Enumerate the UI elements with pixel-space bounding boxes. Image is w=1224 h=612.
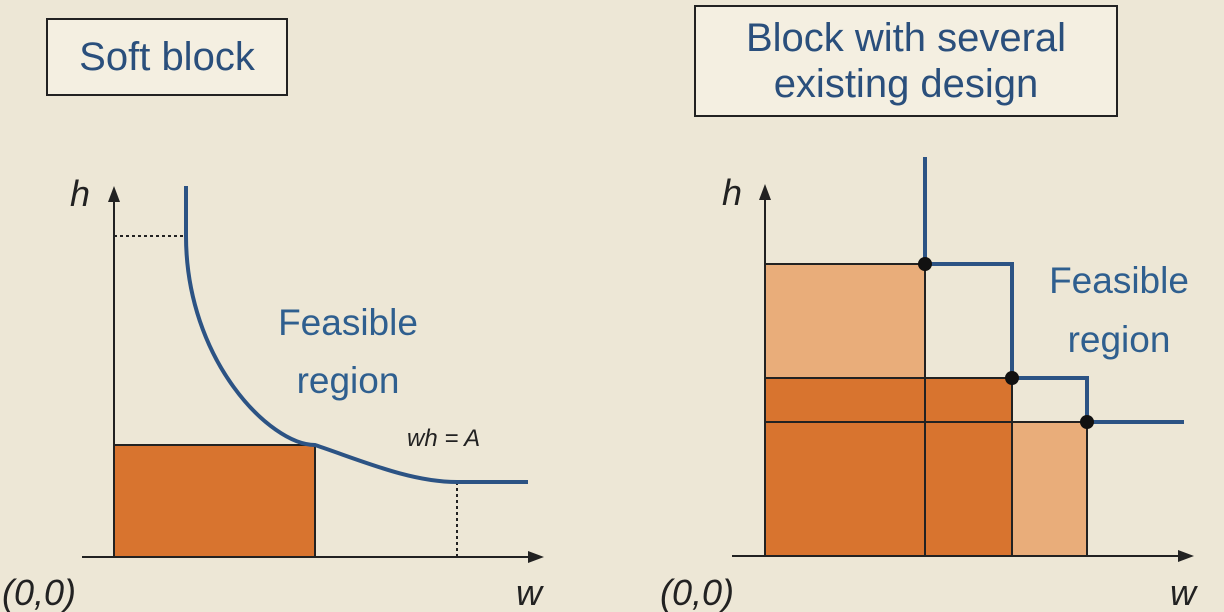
soft-block-title-box: Soft block bbox=[46, 18, 288, 96]
design-block-tall-top bbox=[765, 264, 925, 378]
right-feasible-label: Feasible bbox=[1049, 260, 1189, 301]
left-w-axis-arrow-icon bbox=[528, 551, 544, 563]
soft-block-diagram: h w (0,0) Feasible region wh = A bbox=[2, 173, 544, 612]
block-several-designs-title-line2: existing design bbox=[773, 62, 1039, 106]
right-h-axis-arrow-icon bbox=[759, 184, 771, 200]
left-origin-label: (0,0) bbox=[2, 572, 76, 612]
right-origin-label: (0,0) bbox=[660, 572, 734, 612]
design-block-medium-bottom bbox=[765, 422, 1012, 556]
left-w-axis-label: w bbox=[516, 572, 544, 612]
corner-point-3 bbox=[1080, 415, 1094, 429]
corner-point-2 bbox=[1005, 371, 1019, 385]
several-designs-diagram: h w (0,0) Feasible region bbox=[660, 157, 1198, 612]
wh-equals-a-label: wh = A bbox=[407, 425, 480, 452]
left-region-label: region bbox=[297, 360, 400, 401]
left-h-axis-label: h bbox=[70, 173, 90, 214]
block-several-designs-title-box: Block with several existing design bbox=[694, 5, 1118, 117]
block-several-designs-title-line1: Block with several bbox=[745, 16, 1067, 60]
right-h-axis-label: h bbox=[722, 172, 742, 213]
left-h-axis-arrow-icon bbox=[108, 186, 120, 202]
left-feasible-label: Feasible bbox=[278, 302, 418, 343]
design-block-medium-top bbox=[765, 378, 1012, 422]
right-w-axis-label: w bbox=[1170, 572, 1198, 612]
right-region-label: region bbox=[1068, 319, 1171, 360]
corner-point-1 bbox=[918, 257, 932, 271]
design-block-wide-extension bbox=[1012, 422, 1087, 556]
soft-block-rectangle bbox=[113, 444, 316, 558]
soft-block-title: Soft block bbox=[79, 35, 255, 79]
right-w-axis-arrow-icon bbox=[1178, 550, 1194, 562]
hyperbola-curve bbox=[184, 186, 528, 484]
